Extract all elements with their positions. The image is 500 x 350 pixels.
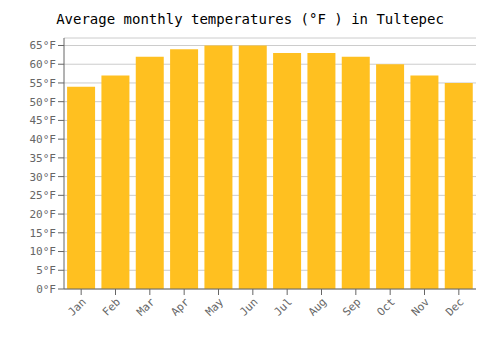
svg-text:25°F: 25°F <box>30 189 57 202</box>
svg-text:Dec: Dec <box>443 295 466 318</box>
svg-text:Jun: Jun <box>237 295 260 318</box>
svg-text:Jan: Jan <box>66 295 89 318</box>
svg-text:Sep: Sep <box>340 295 363 318</box>
svg-text:Apr: Apr <box>169 295 193 319</box>
svg-text:65°F: 65°F <box>30 39 57 52</box>
svg-text:15°F: 15°F <box>30 227 57 240</box>
svg-text:Oct: Oct <box>375 295 398 318</box>
svg-text:30°F: 30°F <box>30 171 57 184</box>
svg-text:35°F: 35°F <box>30 152 57 165</box>
svg-text:40°F: 40°F <box>30 133 57 146</box>
svg-text:May: May <box>203 295 227 319</box>
svg-text:10°F: 10°F <box>30 245 57 258</box>
svg-text:5°F: 5°F <box>36 264 56 277</box>
svg-text:55°F: 55°F <box>30 77 57 90</box>
svg-text:Aug: Aug <box>306 295 329 318</box>
svg-text:Jul: Jul <box>272 295 295 318</box>
svg-text:20°F: 20°F <box>30 208 57 221</box>
svg-text:Nov: Nov <box>409 295 433 319</box>
svg-text:50°F: 50°F <box>30 96 57 109</box>
svg-text:45°F: 45°F <box>30 114 57 127</box>
svg-text:Feb: Feb <box>100 295 123 318</box>
svg-text:0°F: 0°F <box>36 283 56 296</box>
svg-text:Mar: Mar <box>134 295 158 319</box>
html-text:Average monthly temperatures (: Average monthly temperatures (°F ) in Tu… <box>56 11 444 27</box>
svg-text:60°F: 60°F <box>30 58 57 71</box>
